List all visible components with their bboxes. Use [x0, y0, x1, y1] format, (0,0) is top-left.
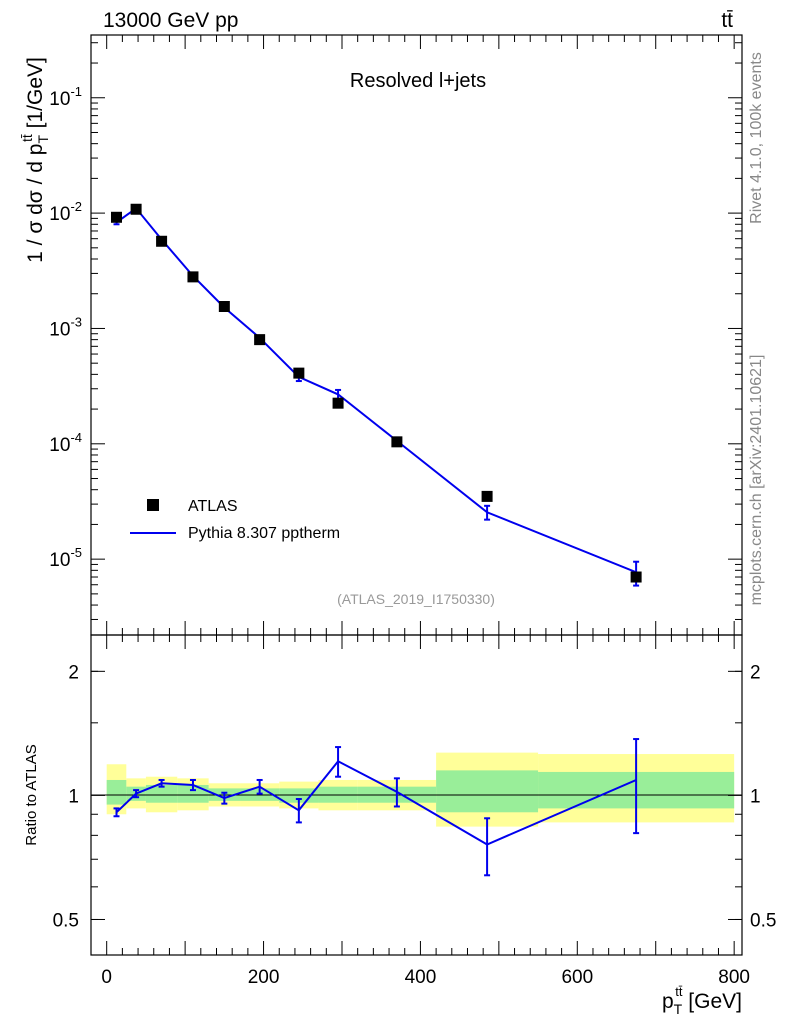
- ratio-ytick-label: 1: [68, 786, 79, 807]
- ratio-panel: 0 200 400 600 800 0.5 0.5 1 1 2 2 Ratio to ATLAS p…: [23, 634, 776, 1017]
- main-series: [110, 203, 642, 587]
- atlas-point: [293, 367, 305, 379]
- ratio-xtick-label: 0: [101, 967, 112, 988]
- ratio-xlabel: pTtt̄ [GeV]: [662, 984, 742, 1017]
- main-frame: [90, 34, 743, 636]
- atlas-point: [332, 397, 344, 409]
- ratio-ytick-label: 0.5: [53, 910, 79, 931]
- atlas-point: [254, 334, 266, 346]
- ratio-ytick-label-right: 0.5: [750, 910, 776, 931]
- ratio-ytick-label-right: 1: [750, 786, 761, 807]
- rivet-label: Rivet 4.1.0, 100k events: [748, 52, 765, 224]
- ratio-band-stat: [106, 779, 127, 805]
- atlas-point: [187, 271, 199, 283]
- mcplots-label: mcplots.cern.ch [arXiv:2401.10621]: [748, 355, 765, 606]
- main-ytick-label: 10-3: [49, 314, 82, 340]
- ratio-xtick-label: 200: [248, 967, 280, 988]
- header-right: tt̄: [721, 9, 733, 32]
- ratio-xtick-label: 400: [405, 967, 437, 988]
- ratio-ytick-label: 2: [68, 662, 79, 683]
- main-ylabel: 1 / σ dσ / d pTtt̄ [1/GeV]: [19, 57, 51, 263]
- main-axes: 10-5 10-4 10-3 10-2 10-1: [49, 35, 742, 635]
- legend-atlas-label: ATLAS: [188, 498, 238, 515]
- atlas-point: [218, 300, 230, 312]
- ratio-xtick-label: 600: [561, 967, 593, 988]
- header-left: 13000 GeV pp: [103, 9, 238, 32]
- legend: ATLAS Pythia 8.307 pptherm: [130, 498, 340, 542]
- atlas-point: [481, 490, 493, 502]
- ratio-band-stat: [436, 770, 539, 813]
- ratio-ylabel: Ratio to ATLAS: [23, 744, 40, 845]
- ratio-series: [113, 738, 640, 877]
- analysis-id: (ATLAS_2019_I1750330): [337, 591, 495, 607]
- atlas-point: [130, 203, 142, 215]
- atlas-point: [156, 235, 168, 247]
- main-panel: 10-5 10-4 10-3 10-2 10-1 Resolved l+jets (AT…: [19, 34, 743, 636]
- main-ytick-label: 10-2: [49, 199, 82, 225]
- ratio-xtick-label: 800: [718, 967, 750, 988]
- main-title: Resolved l+jets: [350, 70, 486, 92]
- ratio-band-stat: [177, 784, 209, 803]
- ratio-ytick-label-right: 2: [750, 662, 761, 683]
- legend-atlas-marker: [147, 499, 159, 511]
- main-ytick-label: 10-4: [49, 430, 82, 456]
- ratio-frame: [90, 634, 743, 956]
- main-ylabel-group: 1 / σ dσ / d pTtt̄ [1/GeV]: [19, 57, 51, 263]
- atlas-point: [110, 211, 122, 223]
- mc-line: [115, 206, 637, 574]
- legend-mc-label: Pythia 8.307 pptherm: [188, 525, 340, 542]
- atlas-point: [391, 436, 403, 448]
- xlabel-group: pTtt̄ [GeV]: [662, 984, 742, 1017]
- atlas-point: [630, 571, 642, 583]
- main-ytick-label: 10-5: [49, 545, 82, 571]
- main-ytick-label: 10-1: [49, 84, 82, 110]
- ratio-bands: [106, 752, 735, 827]
- ratio-axes: 0 200 400 600 800 0.5 0.5 1 1 2 2: [53, 635, 776, 988]
- ratio-band-stat: [145, 784, 178, 803]
